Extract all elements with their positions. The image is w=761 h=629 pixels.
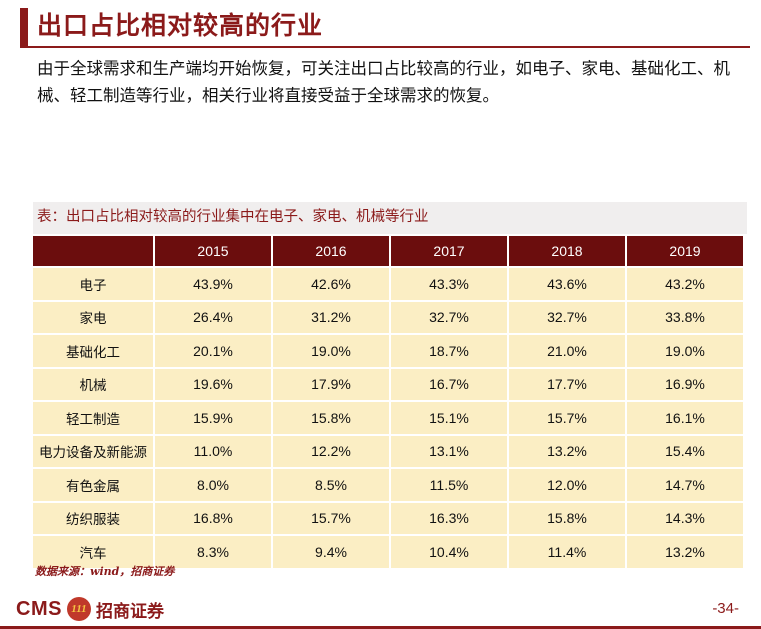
value-cell-2016: 9.4%: [273, 536, 389, 568]
footer-divider: [0, 626, 761, 629]
row-label: 基础化工: [33, 335, 153, 367]
value-cell-2016: 31.2%: [273, 301, 389, 333]
data-source-note: 数据来源：wind，招商证券: [35, 565, 175, 578]
table-body: 电子 43.9% 42.6% 43.3% 43.6% 43.2% 家电 26.4% 31.2% 3…: [33, 268, 743, 568]
value-cell-2017: 11.5%: [391, 469, 507, 501]
table-row: 家电 26.4% 31.2% 32.7% 32.7% 33.8%: [33, 301, 743, 333]
value-cell-2016: 17.9%: [273, 368, 389, 400]
value-cell-2019: 33.8%: [627, 301, 743, 333]
table-caption: 表：出口占比相对较高的行业集中在电子、家电、机械等行业: [33, 202, 747, 234]
value-cell-2019: 14.3%: [627, 502, 743, 534]
row-label: 汽车: [33, 536, 153, 568]
value-cell-2015: 43.9%: [155, 268, 271, 300]
header-cell-2016: 2016: [273, 236, 389, 266]
value-cell-2015: 8.0%: [155, 469, 271, 501]
value-cell-2015: 8.3%: [155, 536, 271, 568]
value-cell-2019: 16.1%: [627, 402, 743, 434]
value-cell-2017: 15.1%: [391, 402, 507, 434]
value-cell-2019: 15.4%: [627, 435, 743, 467]
value-cell-2019: 19.0%: [627, 335, 743, 367]
value-cell-2016: 12.2%: [273, 435, 389, 467]
value-cell-2017: 10.4%: [391, 536, 507, 568]
page-title: 出口占比相对较高的行业: [37, 11, 324, 40]
value-cell-2015: 15.9%: [155, 402, 271, 434]
header-cell-2015: 2015: [155, 236, 271, 266]
header-cell-blank: [33, 236, 153, 266]
value-cell-2017: 16.7%: [391, 368, 507, 400]
value-cell-2017: 32.7%: [391, 301, 507, 333]
row-label: 电子: [33, 268, 153, 300]
table-row: 有色金属 8.0% 8.5% 11.5% 12.0% 14.7%: [33, 469, 743, 501]
value-cell-2015: 19.6%: [155, 368, 271, 400]
value-cell-2018: 15.7%: [509, 402, 625, 434]
value-cell-2016: 15.7%: [273, 502, 389, 534]
logo-chinese-name: 招商证券: [95, 601, 164, 622]
value-cell-2018: 11.4%: [509, 536, 625, 568]
table-row: 电力设备及新能源 11.0% 12.2% 13.1% 13.2% 15.4%: [33, 435, 743, 467]
row-label: 轻工制造: [33, 402, 153, 434]
value-cell-2018: 21.0%: [509, 335, 625, 367]
title-divider: [26, 46, 750, 48]
export-share-table: 2015 2016 2017 2018 2019 电子 43.9% 42.6% 43.…: [31, 234, 745, 570]
logo-emblem-icon: 111: [66, 597, 91, 621]
value-cell-2017: 43.3%: [391, 268, 507, 300]
logo-cms-text: CMS: [16, 597, 62, 620]
header-cell-2017: 2017: [391, 236, 507, 266]
table-row: 机械 19.6% 17.9% 16.7% 17.7% 16.9%: [33, 368, 743, 400]
value-cell-2019: 13.2%: [627, 536, 743, 568]
value-cell-2016: 15.8%: [273, 402, 389, 434]
table-row: 轻工制造 15.9% 15.8% 15.1% 15.7% 16.1%: [33, 402, 743, 434]
value-cell-2015: 11.0%: [155, 435, 271, 467]
value-cell-2017: 16.3%: [391, 502, 507, 534]
row-label: 纺织服装: [33, 502, 153, 534]
value-cell-2015: 26.4%: [155, 301, 271, 333]
row-label: 有色金属: [33, 469, 153, 501]
row-label: 机械: [33, 368, 153, 400]
page-number: -34-: [712, 600, 739, 617]
value-cell-2015: 20.1%: [155, 335, 271, 367]
table-header-row: 2015 2016 2017 2018 2019: [33, 236, 743, 266]
value-cell-2018: 32.7%: [509, 301, 625, 333]
value-cell-2016: 8.5%: [273, 469, 389, 501]
table-row: 电子 43.9% 42.6% 43.3% 43.6% 43.2%: [33, 268, 743, 300]
value-cell-2018: 13.2%: [509, 435, 625, 467]
row-label: 家电: [33, 301, 153, 333]
title-accent-bar: [20, 8, 28, 48]
value-cell-2018: 15.8%: [509, 502, 625, 534]
intro-paragraph: 由于全球需求和生产端均开始恢复，可关注出口占比较高的行业，如电子、家电、基础化工…: [37, 59, 730, 105]
table-row: 汽车 8.3% 9.4% 10.4% 11.4% 13.2%: [33, 536, 743, 568]
value-cell-2016: 19.0%: [273, 335, 389, 367]
value-cell-2018: 43.6%: [509, 268, 625, 300]
value-cell-2018: 17.7%: [509, 368, 625, 400]
value-cell-2017: 13.1%: [391, 435, 507, 467]
export-share-table-panel: 表：出口占比相对较高的行业集中在电子、家电、机械等行业 2015 2016 20…: [33, 202, 747, 568]
value-cell-2018: 12.0%: [509, 469, 625, 501]
header-cell-2018: 2018: [509, 236, 625, 266]
company-logo: CMS 111 招商证券: [16, 592, 164, 626]
value-cell-2019: 14.7%: [627, 469, 743, 501]
value-cell-2017: 18.7%: [391, 335, 507, 367]
row-label: 电力设备及新能源: [33, 435, 153, 467]
value-cell-2016: 42.6%: [273, 268, 389, 300]
table-row: 基础化工 20.1% 19.0% 18.7% 21.0% 19.0%: [33, 335, 743, 367]
value-cell-2019: 43.2%: [627, 268, 743, 300]
value-cell-2015: 16.8%: [155, 502, 271, 534]
table-row: 纺织服装 16.8% 15.7% 16.3% 15.8% 14.3%: [33, 502, 743, 534]
value-cell-2019: 16.9%: [627, 368, 743, 400]
header-cell-2019: 2019: [627, 236, 743, 266]
